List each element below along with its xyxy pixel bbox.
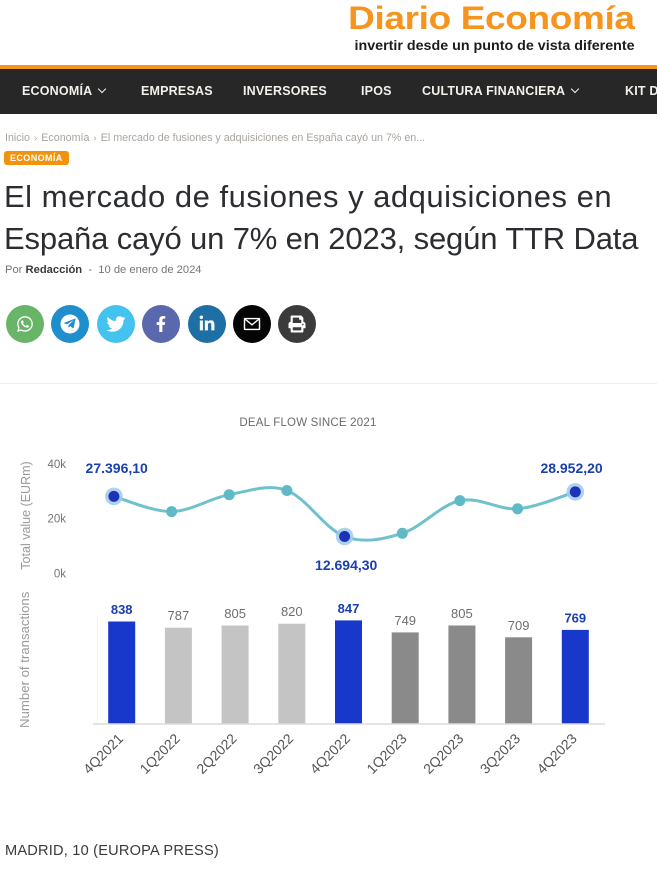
svg-text:805: 805 [224, 606, 246, 621]
svg-text:709: 709 [508, 618, 530, 633]
svg-text:28.952,20: 28.952,20 [540, 460, 602, 476]
svg-text:838: 838 [111, 602, 133, 617]
svg-text:4Q2021: 4Q2021 [80, 730, 127, 777]
svg-text:1Q2022: 1Q2022 [136, 730, 183, 777]
svg-text:27.396,10: 27.396,10 [86, 460, 148, 476]
svg-text:749: 749 [394, 613, 416, 628]
svg-text:40k: 40k [47, 459, 66, 471]
svg-text:Total value (EURm): Total value (EURm) [19, 461, 33, 569]
svg-text:820: 820 [281, 604, 303, 619]
svg-text:2Q2022: 2Q2022 [193, 730, 240, 777]
svg-text:2Q2023: 2Q2023 [420, 730, 467, 777]
svg-text:769: 769 [564, 610, 586, 625]
svg-text:1Q2023: 1Q2023 [363, 730, 410, 777]
svg-text:787: 787 [168, 608, 190, 623]
svg-text:805: 805 [451, 606, 473, 621]
svg-text:0k: 0k [54, 568, 66, 580]
svg-text:3Q2023: 3Q2023 [477, 730, 524, 777]
svg-text:Number of transactions: Number of transactions [17, 591, 32, 728]
svg-text:847: 847 [338, 601, 360, 616]
svg-text:4Q2022: 4Q2022 [307, 730, 354, 777]
svg-text:12.694,30: 12.694,30 [315, 557, 377, 573]
svg-text:20k: 20k [47, 514, 66, 526]
svg-text:4Q2023: 4Q2023 [533, 730, 580, 777]
svg-text:3Q2022: 3Q2022 [250, 730, 297, 777]
svg-text:DEAL FLOW SINCE 2021: DEAL FLOW SINCE 2021 [239, 417, 376, 429]
